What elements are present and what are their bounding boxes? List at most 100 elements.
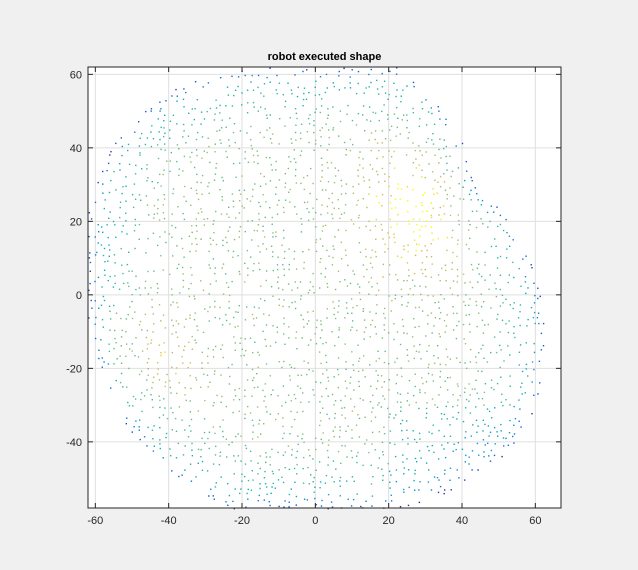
scatter-point: [283, 211, 285, 214]
scatter-point: [365, 225, 367, 228]
scatter-point: [384, 243, 386, 245]
scatter-point: [440, 413, 443, 415]
scatter-point: [251, 419, 254, 421]
scatter-point: [344, 445, 346, 447]
scatter-point: [233, 123, 236, 125]
scatter-point: [220, 142, 222, 144]
scatter-point: [496, 431, 498, 433]
scatter-point: [413, 345, 415, 347]
scatter-point: [165, 436, 167, 439]
scatter-point: [129, 306, 131, 308]
scatter-point: [459, 361, 461, 364]
scatter-point: [102, 183, 104, 185]
scatter-point: [140, 370, 143, 372]
scatter-point: [221, 267, 223, 269]
scatter-point: [216, 394, 218, 397]
scatter-point: [439, 335, 441, 338]
scatter-point: [114, 224, 116, 226]
scatter-point: [262, 225, 264, 227]
scatter-point: [263, 400, 265, 402]
scatter-point: [425, 220, 427, 222]
scatter-point: [345, 192, 347, 195]
scatter-point: [131, 343, 133, 345]
scatter-point: [284, 250, 286, 253]
scatter-point: [214, 432, 216, 435]
scatter-point: [269, 375, 271, 377]
scatter-point: [315, 241, 317, 244]
scatter-point: [411, 279, 414, 281]
scatter-point: [388, 176, 390, 178]
scatter-point: [302, 433, 304, 435]
scatter-point: [160, 352, 162, 354]
scatter-point: [257, 366, 259, 368]
scatter-point: [281, 476, 283, 478]
scatter-point: [296, 95, 299, 98]
scatter-point: [131, 294, 133, 296]
scatter-point: [278, 298, 280, 300]
scatter-point: [382, 156, 384, 158]
scatter-point: [356, 305, 358, 307]
scatter-point: [420, 202, 423, 204]
scatter-point: [505, 298, 507, 300]
scatter-point: [191, 231, 193, 234]
scatter-point: [271, 255, 274, 258]
scatter-point: [135, 420, 137, 422]
scatter-point: [539, 382, 541, 384]
scatter-point: [468, 400, 470, 402]
scatter-point: [260, 298, 262, 300]
scatter-point: [328, 129, 330, 131]
scatter-point: [201, 362, 203, 364]
scatter-point: [197, 198, 200, 201]
scatter-point: [214, 370, 216, 372]
scatter-point: [484, 264, 486, 266]
scatter-point: [377, 467, 379, 469]
scatter-point: [320, 420, 322, 422]
scatter-point: [439, 206, 441, 209]
y-tick-label: -20: [66, 363, 82, 375]
scatter-point: [288, 501, 290, 503]
scatter-point: [269, 67, 271, 69]
scatter-point: [237, 455, 240, 457]
scatter-point: [171, 294, 173, 296]
scatter-point: [214, 454, 217, 456]
scatter-point: [421, 299, 423, 301]
scatter-point: [303, 267, 305, 270]
scatter-point: [407, 250, 409, 253]
scatter-point: [369, 262, 372, 264]
scatter-point: [94, 236, 96, 238]
scatter-point: [110, 387, 112, 389]
scatter-point: [96, 251, 98, 254]
scatter-point: [534, 294, 536, 297]
scatter-point: [470, 435, 472, 437]
scatter-point: [424, 392, 426, 394]
scatter-point: [237, 325, 239, 327]
scatter-point: [170, 304, 172, 306]
scatter-point: [283, 268, 285, 270]
scatter-point: [245, 506, 247, 508]
scatter-point: [320, 438, 322, 440]
scatter-point: [284, 182, 287, 184]
scatter-point: [412, 107, 414, 110]
scatter-point: [253, 106, 255, 108]
scatter-point: [213, 373, 216, 375]
scatter-point: [395, 382, 397, 385]
scatter-point: [446, 356, 449, 358]
scatter-point: [283, 323, 285, 325]
scatter-point: [483, 404, 485, 406]
scatter-point: [476, 267, 479, 269]
scatter-point: [122, 186, 124, 188]
scatter-point: [439, 376, 441, 378]
scatter-point: [156, 292, 159, 294]
scatter-point: [337, 386, 339, 389]
scatter-point: [412, 142, 414, 144]
scatter-point: [206, 218, 209, 220]
scatter-point: [228, 206, 230, 208]
scatter-point: [334, 426, 336, 428]
scatter-point: [434, 179, 436, 181]
scatter-point: [115, 142, 117, 145]
scatter-point: [444, 456, 447, 459]
scatter-point: [449, 155, 451, 157]
scatter-point: [406, 349, 408, 351]
scatter-point: [525, 292, 527, 295]
scatter-point: [150, 287, 152, 289]
